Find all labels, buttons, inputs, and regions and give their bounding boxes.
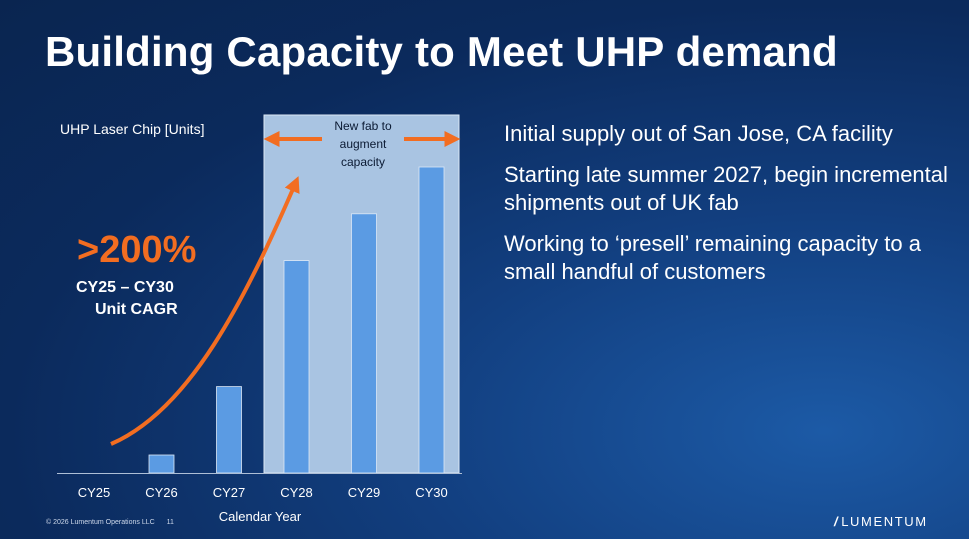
growth-arrow — [110, 176, 300, 446]
cagr-value: >200% — [77, 229, 196, 271]
bullet-supply: Initial supply out of San Jose, CA facil… — [504, 121, 893, 146]
slide-title: Building Capacity to Meet UHP demand — [45, 28, 838, 75]
cagr-label: Unit CAGR — [95, 301, 178, 318]
x-tick-cy29: CY29 — [348, 485, 381, 500]
new-fab-label-line1: New fab to — [334, 119, 392, 133]
x-tick-cy25: CY25 — [78, 485, 111, 500]
logo-mark-icon: / — [834, 514, 840, 529]
x-tick-group: CY25 CY26 CY27 CY28 CY29 CY30 — [78, 485, 448, 500]
bar-group — [148, 166, 445, 474]
new-fab-label-line3: capacity — [341, 155, 385, 169]
bullet-list: Initial supply out of San Jose, CA facil… — [504, 120, 954, 299]
company-logo: / LUMENTUM — [834, 514, 928, 529]
bar-cy28 — [283, 260, 310, 474]
x-axis-label: Calendar Year — [219, 509, 302, 524]
y-axis-label: UHP Laser Chip [Units] — [60, 121, 204, 137]
copyright-text: © 2026 Lumentum Operations LLC — [46, 519, 155, 526]
bar-cy27 — [216, 386, 242, 474]
bar-cy29 — [351, 213, 377, 474]
x-tick-cy30: CY30 — [415, 485, 448, 500]
x-tick-cy26: CY26 — [145, 485, 178, 500]
bullet-presell: Working to ‘presell’ remaining capacity … — [504, 231, 921, 284]
bar-cy30 — [418, 166, 445, 474]
logo-text: LUMENTUM — [841, 514, 928, 529]
cagr-period: CY25 – CY30 — [76, 279, 174, 296]
bar-cy26 — [148, 454, 175, 474]
x-tick-cy28: CY28 — [280, 485, 313, 500]
bullet-uk-fab: Starting late summer 2027, begin increme… — [504, 162, 948, 215]
new-fab-label-line2: augment — [340, 137, 387, 151]
page-number: 11 — [166, 519, 174, 526]
x-tick-cy27: CY27 — [213, 485, 246, 500]
footer: © 2026 Lumentum Operations LLC 11 — [46, 519, 174, 526]
